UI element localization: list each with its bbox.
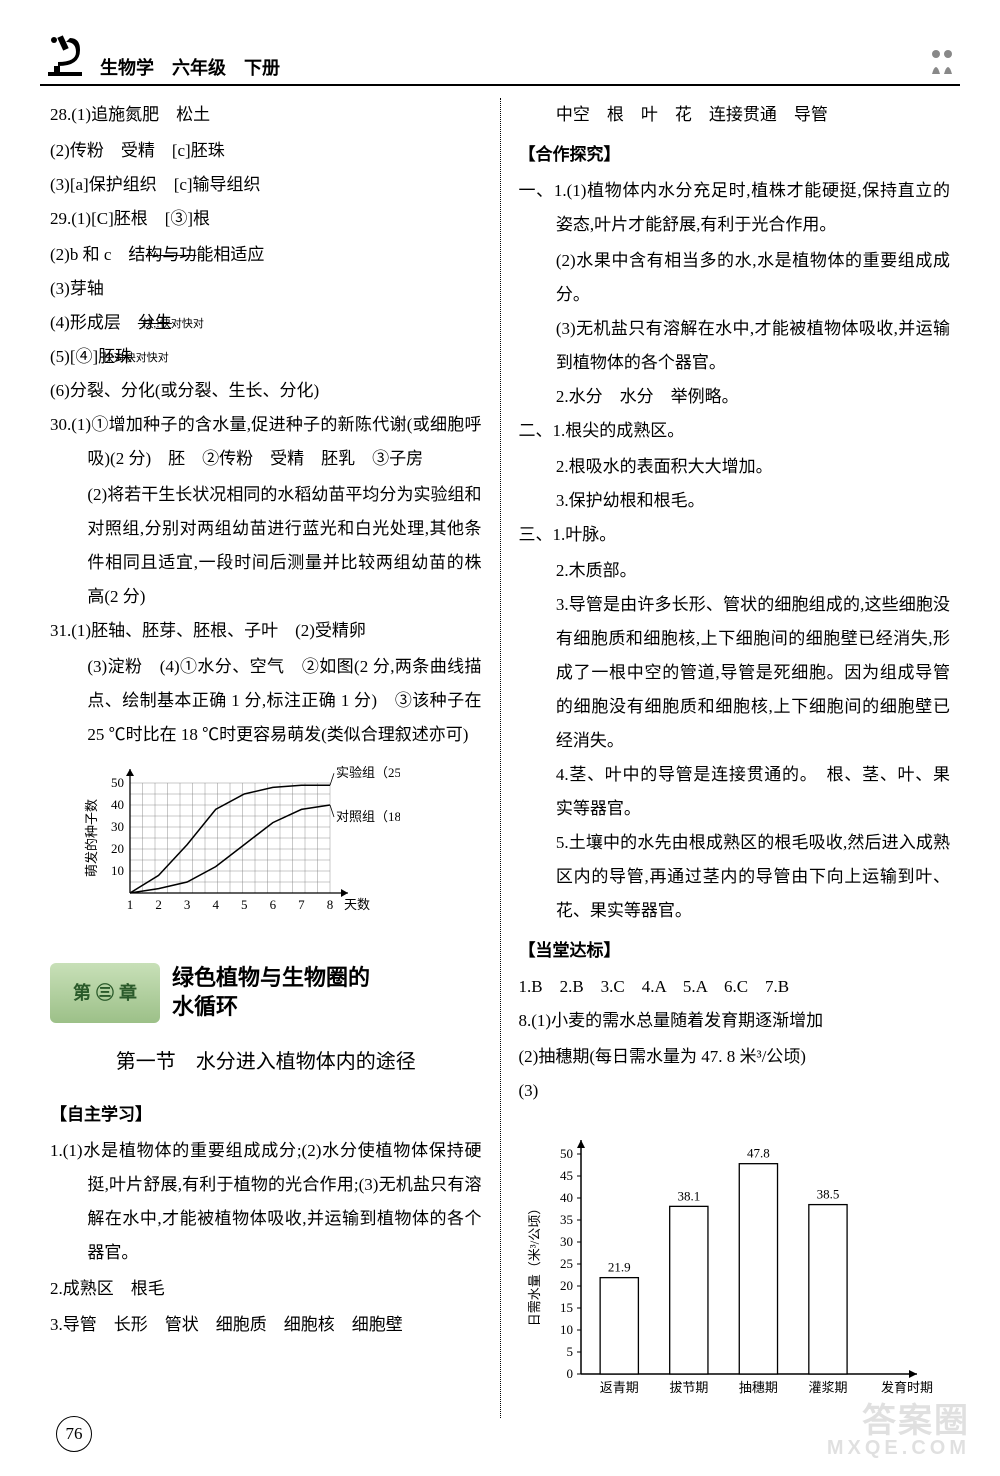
page-header: 生物学 六年级 下册: [40, 30, 960, 86]
svg-text:8: 8: [327, 897, 334, 912]
svg-text:拔节期: 拔节期: [669, 1380, 708, 1395]
svg-text:38.5: 38.5: [816, 1187, 839, 1202]
svg-text:50: 50: [111, 775, 124, 790]
chapter-badge: 第 ㊂ 章: [50, 963, 160, 1023]
svg-text:0: 0: [566, 1366, 573, 1381]
chapter-banner: 第 ㊂ 章 绿色植物与生物圈的 水循环: [50, 958, 482, 1028]
svg-text:40: 40: [111, 797, 124, 812]
q29-small1: 快,!快对快对: [180, 318, 204, 330]
h1-4: 2.水分 水分 举例略。: [519, 380, 951, 414]
h1-2: (2)水果中含有相当多的水,水是植物体的重要组成成分。: [519, 244, 951, 312]
h3-4: 4.茎、叶中的导管是连接贯通的。 根、茎、叶、果实等器官。: [519, 758, 951, 826]
svg-text:35: 35: [560, 1212, 573, 1227]
svg-text:45: 45: [560, 1168, 573, 1183]
svg-text:10: 10: [111, 863, 124, 878]
watermark: 答案圈 MXQE.COM: [827, 1404, 970, 1458]
svg-text:47.8: 47.8: [747, 1146, 770, 1161]
q29-2c: 能相适应: [196, 245, 264, 264]
svg-text:发育时期: 发育时期: [881, 1380, 933, 1395]
header-title: 生物学 六年级 下册: [100, 54, 280, 80]
section-title: 第一节 水分进入植物体内的途径: [50, 1042, 482, 1082]
h1-1: 一、1.(1)植物体内水分充足时,植株才能硬挺,保持直立的姿态,叶片才能舒展,有…: [519, 174, 951, 242]
q8-2: (2)抽穗期(每日需水量为 47. 8 米³/公顷): [519, 1040, 951, 1074]
svg-text:21.9: 21.9: [607, 1260, 630, 1275]
svg-text:20: 20: [111, 841, 124, 856]
chapter-title-line2: 水循环: [172, 993, 370, 1022]
svg-text:38.1: 38.1: [677, 1188, 700, 1203]
q29-2a: (2)b 和 c 结: [50, 245, 145, 264]
q28-1: 28.(1)追施氮肥 松土: [50, 98, 482, 132]
q28-3: (3)[a]保护组织 [c]输导组织: [50, 168, 482, 202]
h1-3: (3)无机盐只有溶解在水中,才能被植物体吸收,并运输到植物体的各个器官。: [519, 312, 951, 380]
microscope-icon: [40, 30, 90, 80]
q31-1: 31.(1)胚轴、胚芽、胚根、子叶 (2)受精卵: [50, 614, 482, 648]
q30-1: 30.(1)①增加种子的含水量,促进种子的新陈代谢(或细胞呼吸)(2 分) 胚 …: [50, 408, 482, 476]
top-line: 中空 根 叶 花 连接贯通 导管: [519, 98, 951, 132]
svg-text:2: 2: [155, 897, 162, 912]
svg-text:6: 6: [270, 897, 277, 912]
svg-text:4: 4: [212, 897, 219, 912]
svg-text:25: 25: [560, 1256, 573, 1271]
zz3: 3.导管 长形 管状 细胞质 细胞核 细胞壁: [50, 1308, 482, 1342]
watermark-main: 答案圈: [862, 1402, 970, 1440]
q29-2: (2)b 和 c 结构与功能相适应: [50, 238, 482, 272]
mc-answers: 1.B 2.B 3.C 4.A 5.A 6.C 7.B: [519, 970, 951, 1004]
h3-3: 3.导管是由许多长形、管状的细胞组成的,这些细胞没有细胞质和细胞核,上下细胞间的…: [519, 588, 951, 758]
page-number: 76: [56, 1416, 92, 1452]
svg-text:10: 10: [560, 1322, 573, 1337]
svg-text:返青期: 返青期: [599, 1380, 638, 1395]
dangtang-heading: 【当堂达标】: [519, 934, 951, 968]
h2-2: 2.根吸水的表面积大大增加。: [519, 450, 951, 484]
svg-text:对照组（18℃）: 对照组（18℃）: [336, 809, 400, 824]
chapter-title: 绿色植物与生物圈的 水循环: [172, 964, 370, 1021]
svg-text:5: 5: [241, 897, 248, 912]
svg-text:30: 30: [111, 819, 124, 834]
chapter-title-line1: 绿色植物与生物圈的: [172, 964, 370, 993]
zz1: 1.(1)水是植物体的重要组成成分;(2)水分使植物体保持硬挺,叶片舒展,有利于…: [50, 1134, 482, 1270]
watermark-sub: MXQE.COM: [827, 1438, 970, 1458]
q29-3: (3)芽轴: [50, 272, 482, 306]
germination-line-chart: 1 2 3 4 5 6 7 8 10 20 30 40 50 萌发的种子数天数 实验组（25℃） 对照组（18…: [80, 758, 482, 940]
h3-5: 5.土壤中的水先由根成熟区的根毛吸收,然后进入成熟区内的导管,再通过茎内的导管由…: [519, 826, 951, 928]
h3-1: 三、1.叶脉。: [519, 518, 951, 552]
svg-text:5: 5: [566, 1344, 573, 1359]
q8-1: 8.(1)小麦的需水总量随着发育期逐渐增加: [519, 1004, 951, 1038]
svg-text:30: 30: [560, 1234, 573, 1249]
q29-small2: 快对快对快对: [140, 352, 169, 364]
left-column: 28.(1)追施氮肥 松土 (2)传粉 受精 [c]胚珠 (3)[a]保护组织 …: [40, 98, 500, 1418]
svg-text:40: 40: [560, 1190, 573, 1205]
svg-text:实验组（25℃）: 实验组（25℃）: [336, 765, 400, 780]
svg-text:3: 3: [184, 897, 191, 912]
svg-text:日需水量（米³/公顷）: 日需水量（米³/公顷）: [527, 1202, 542, 1327]
svg-text:抽穗期: 抽穗期: [738, 1380, 777, 1395]
q29-2b: 构与功: [145, 245, 196, 264]
q29-6: (6)分裂、分化(或分裂、生长、分化): [50, 374, 482, 408]
q29-4a: (4)形成层: [50, 313, 138, 332]
q28-2: (2)传粉 受精 [c]胚珠: [50, 134, 482, 168]
q8-3: (3): [519, 1074, 951, 1108]
header-decoration-icon: [924, 44, 960, 80]
zizhu-heading: 【自主学习】: [50, 1098, 482, 1132]
svg-text:灌浆期: 灌浆期: [808, 1380, 847, 1395]
svg-text:萌发的种子数: 萌发的种子数: [84, 799, 99, 877]
h2-3: 3.保护幼根和根毛。: [519, 484, 951, 518]
svg-text:天数: 天数: [344, 897, 370, 912]
h2-1: 二、1.根尖的成熟区。: [519, 414, 951, 448]
q29-1: 29.(1)[C]胚根 [③]根: [50, 202, 482, 236]
svg-text:50: 50: [560, 1146, 573, 1161]
q30-2: (2)将若干生长状况相同的水稻幼苗平均分为实验组和对照组,分别对两组幼苗进行蓝光…: [50, 478, 482, 614]
content-area: 28.(1)追施氮肥 松土 (2)传粉 受精 [c]胚珠 (3)[a]保护组织 …: [40, 98, 960, 1418]
q31-3: (3)淀粉 (4)①水分、空气 ②如图(2 分,两条曲线描点、绘制基本正确 1 …: [50, 650, 482, 752]
svg-text:1: 1: [127, 897, 134, 912]
right-column: 中空 根 叶 花 连接贯通 导管 【合作探究】 一、1.(1)植物体内水分充足时…: [500, 98, 961, 1418]
q29-5: (5)[④]胚珠快对快对快对: [50, 340, 482, 374]
hezuo-heading: 【合作探究】: [519, 138, 951, 172]
svg-text:20: 20: [560, 1278, 573, 1293]
q29-4: (4)形成层 分生快,!快对快对: [50, 306, 482, 340]
h3-2: 2.木质部。: [519, 554, 951, 588]
water-demand-bar-chart: 0 5 10 15 20 25 30 35 40 45 50 日需水量（米³/公顷） 21.9 返青期 38…: [523, 1116, 951, 1418]
svg-text:15: 15: [560, 1300, 573, 1315]
svg-text:7: 7: [298, 897, 305, 912]
zz2: 2.成熟区 根毛: [50, 1272, 482, 1306]
